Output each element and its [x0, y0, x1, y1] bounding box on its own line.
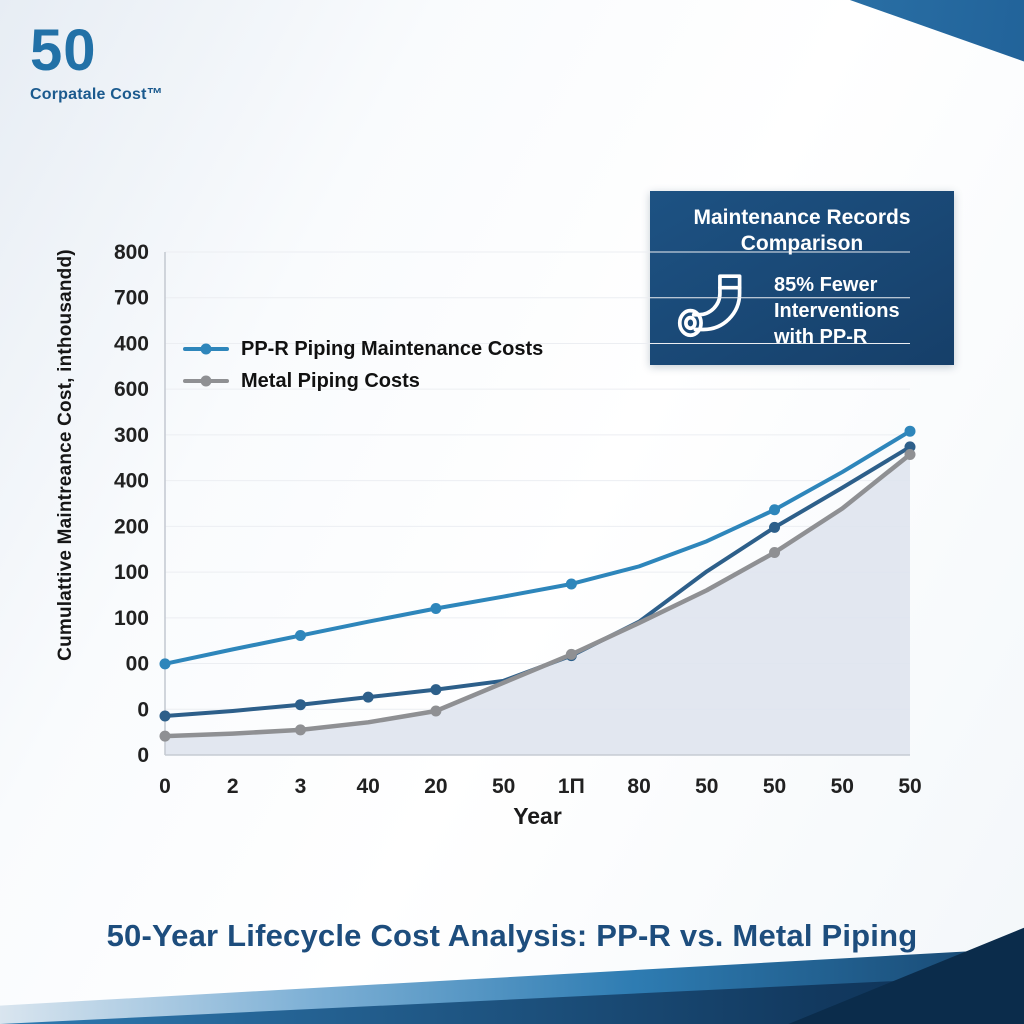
maintenance-records-box: Maintenance Records Comparison 85% Fewer…: [650, 191, 954, 365]
logo-number: 50: [30, 18, 97, 83]
x-tick-label: 1Π: [558, 775, 585, 798]
x-tick-label: 80: [627, 775, 650, 798]
series-marker: [430, 684, 442, 696]
series-marker: [159, 710, 171, 722]
legend-line-sample-ppr: [183, 343, 229, 355]
legend-line-sample-metal: [183, 375, 229, 387]
legend-item-metal: Metal Piping Costs: [183, 368, 543, 394]
y-tick-label: 100: [114, 561, 149, 584]
legend-dot-metal: [200, 375, 212, 387]
series-marker: [565, 578, 577, 590]
y-tick-label: 100: [114, 607, 149, 630]
area-fill: [165, 454, 910, 755]
legend-item-ppr: PP-R Piping Maintenance Costs: [183, 336, 543, 362]
series-marker: [294, 630, 306, 642]
x-tick-label: 20: [424, 775, 447, 798]
x-tick-label: 50: [831, 775, 854, 798]
y-tick-label: 400: [114, 470, 149, 493]
y-tick-label: 400: [114, 332, 149, 355]
series-marker: [294, 699, 306, 711]
series-marker: [769, 504, 781, 516]
series-marker: [430, 705, 442, 717]
series-marker: [159, 658, 171, 670]
series-marker: [904, 425, 916, 437]
legend-label-ppr: PP-R Piping Maintenance Costs: [241, 337, 544, 360]
series-marker: [159, 730, 171, 742]
info-box-stat: 85% Fewer Interventions with PP-R: [774, 274, 900, 348]
y-tick-label: 300: [114, 424, 149, 447]
info-box-title: Maintenance Records Comparison: [693, 206, 911, 255]
x-tick-label: 50: [492, 775, 515, 798]
x-tick-label: 2: [227, 775, 239, 798]
info-box-body: 85% Fewer Interventions with PP-R: [666, 268, 938, 355]
series-line-2: [162, 452, 913, 739]
series-marker: [769, 547, 781, 559]
x-tick-label: 50: [763, 775, 786, 798]
y-tick-label: 600: [114, 378, 149, 401]
y-tick-label: 200: [114, 515, 149, 538]
x-tick-label: 3: [295, 775, 307, 798]
chart-legend: PP-R Piping Maintenance Costs Metal Pipi…: [183, 336, 543, 394]
x-tick-label: 0: [159, 775, 171, 798]
y-axis-label: Cumulattive Maintreance Cost, inthousand…: [55, 249, 76, 661]
y-tick-label: 00: [126, 653, 149, 676]
x-tick-label: 40: [357, 775, 380, 798]
series-marker: [294, 724, 306, 736]
y-tick-label: 800: [114, 241, 149, 264]
x-tick-label: 50: [898, 775, 921, 798]
series-marker: [769, 521, 781, 533]
legend-dot-ppr: [200, 343, 212, 355]
x-tick-label: 50: [695, 775, 718, 798]
logo-text: Corpatale Cost™: [30, 86, 163, 103]
y-tick-label: 0: [137, 744, 149, 767]
y-tick-label: 0: [137, 698, 149, 721]
series-marker: [430, 603, 442, 615]
brand-block: 50 Corpatale Cost™: [30, 22, 163, 104]
pipe-fittings-icon: [672, 268, 758, 355]
series-marker: [904, 441, 916, 453]
series-marker: [362, 691, 374, 703]
series-marker: [904, 448, 916, 460]
page-title: 50-Year Lifecycle Cost Analysis: PP-R vs…: [106, 918, 918, 953]
x-axis-label: Year: [513, 803, 562, 829]
y-tick-label: 700: [114, 287, 149, 310]
series-marker: [565, 648, 577, 660]
legend-label-metal: Metal Piping Costs: [241, 369, 420, 392]
series-line-0: [163, 429, 912, 666]
